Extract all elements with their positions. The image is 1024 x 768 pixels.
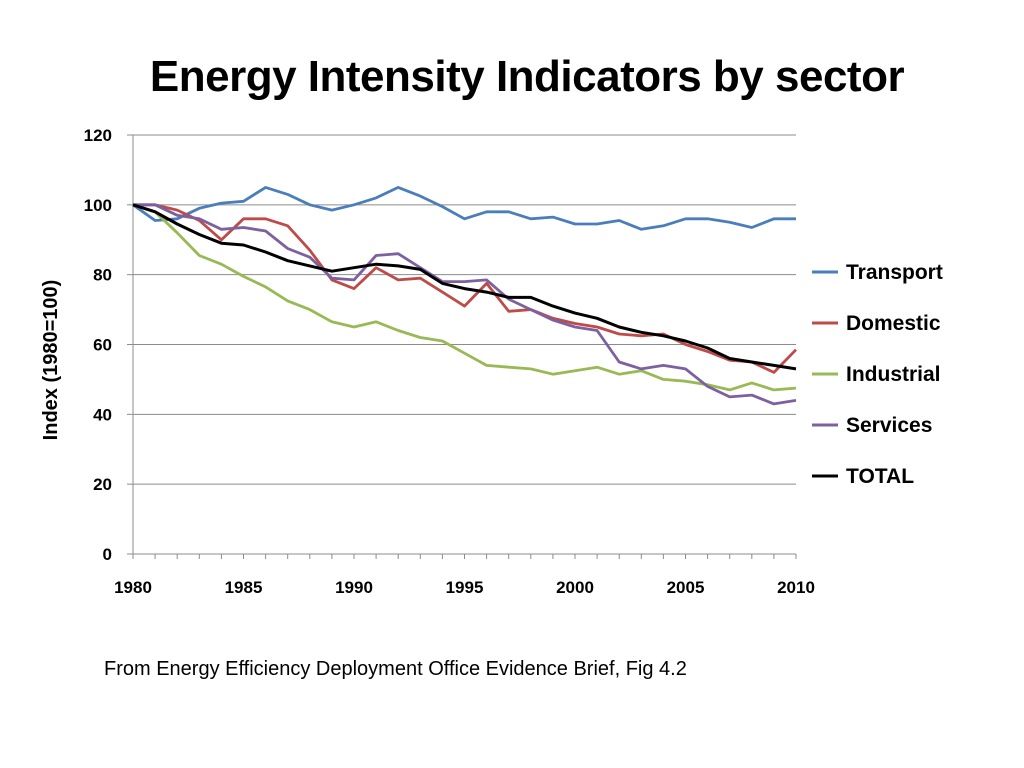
legend-label-total: TOTAL: [846, 465, 914, 488]
x-tick-label: 2005: [667, 578, 705, 597]
gridlines: [133, 134, 796, 485]
y-tick-label: 40: [93, 405, 112, 424]
series-lines: [132, 185, 798, 406]
y-tick-label: 80: [93, 266, 112, 285]
y-axis-title: Index (1980=100): [40, 280, 62, 441]
series-line-domestic: [133, 203, 798, 374]
x-tick-label: 1990: [335, 578, 373, 597]
y-axis-tick-labels: 0 20 40 60 80 100 120: [84, 126, 112, 564]
y-tick-label: 120: [84, 126, 112, 145]
series-line-services: [133, 203, 797, 406]
line-chart: 0 20 40 60 80 100 120 1980 1985 1990 1995 2000 2005…: [40, 126, 943, 597]
legend-label-services: Services: [846, 414, 932, 437]
x-tick-label: 2010: [777, 578, 815, 597]
y-tick-label: 0: [103, 545, 112, 564]
legend-label-domestic: Domestic: [846, 312, 941, 335]
x-tick-label: 2000: [556, 578, 594, 597]
legend-label-transport: Transport: [846, 261, 943, 284]
y-tick-label: 60: [93, 336, 112, 355]
legend-label-industrial: Industrial: [846, 363, 941, 386]
series-line-industrial: [132, 203, 797, 392]
legend: Transport Domestic Industrial Services TOTAL: [812, 261, 943, 488]
source-caption: From Energy Efficiency Deployment Office…: [104, 658, 687, 680]
x-tick-label: 1980: [114, 578, 152, 597]
page-title: Energy Intensity Indicators by sector: [149, 52, 905, 101]
x-tick-label: 1985: [225, 578, 263, 597]
y-tick-label: 100: [84, 196, 112, 215]
series-line-total: [132, 203, 797, 371]
x-axis-tick-labels: 1980 1985 1990 1995 2000 2005 2010: [114, 578, 815, 597]
x-tick-label: 1995: [446, 578, 484, 597]
y-tick-label: 20: [93, 475, 112, 494]
series-line-transport: [132, 185, 796, 231]
